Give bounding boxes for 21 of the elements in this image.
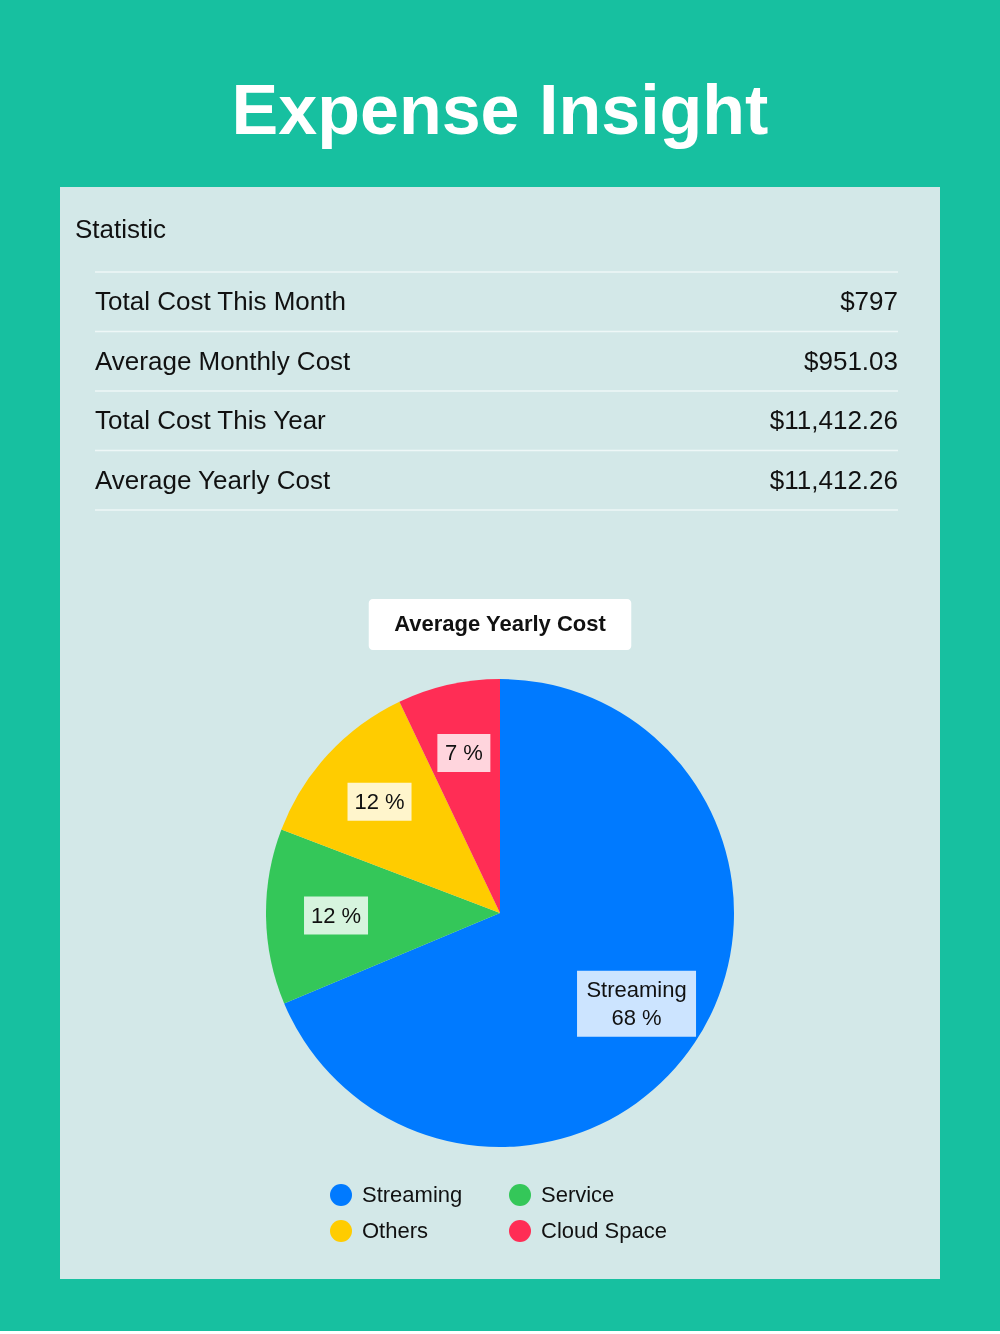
pie-slice: [266, 829, 500, 1004]
data-label: Streaming 68 %: [586, 976, 687, 1030]
text: $11,412.26: [769, 405, 898, 435]
category-label: Total Cost This Month: [95, 286, 346, 316]
category-label: Total Cost This Year: [95, 405, 327, 435]
data-label: 12 %: [310, 902, 362, 928]
legend-label: Streaming: [362, 1182, 463, 1207]
data-label: 7 %: [444, 740, 483, 766]
legend-label: Cloud Space: [541, 1218, 667, 1243]
legend-label: Others: [362, 1218, 429, 1243]
category-label: Average Monthly Cost: [95, 345, 352, 376]
text: $797: [840, 286, 898, 316]
data-label: 12 %: [354, 788, 405, 814]
text: $11,412.26: [769, 464, 898, 495]
legend-label: Service: [541, 1182, 615, 1207]
chart-title: Average Yearly Cost: [394, 611, 607, 636]
pie-slice: [284, 679, 734, 1147]
category-label: Average Yearly Cost: [95, 464, 331, 495]
text: $951.03: [804, 345, 898, 376]
text: Expense Insight: [231, 71, 769, 149]
text: Statistic: [75, 214, 167, 244]
